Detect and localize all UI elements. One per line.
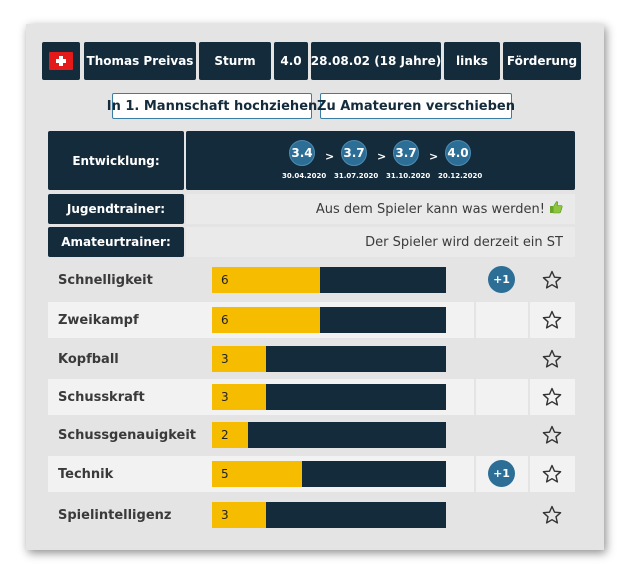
amateur-trainer-message-cell: Der Spieler wird derzeit ein ST — [186, 227, 575, 257]
development-date: 31.10.2020 — [386, 172, 431, 180]
thumbs-up-icon — [549, 200, 563, 218]
star-icon[interactable] — [542, 310, 562, 330]
player-status: Förderung — [503, 42, 581, 80]
skill-bar-fill — [212, 384, 266, 410]
skill-bar: 3 — [212, 384, 446, 410]
column-divider — [528, 456, 530, 492]
development-point: 4.0 20.12.2020 — [438, 140, 483, 180]
player-birthdate: 28.08.02 (18 Jahre) — [311, 42, 441, 80]
development-point: 3.7 31.10.2020 — [386, 140, 431, 180]
development-separator: > — [377, 150, 387, 163]
player-panel: Thomas Preivas Sturm 4.0 28.08.02 (18 Ja… — [26, 24, 604, 550]
skill-value: 3 — [221, 508, 229, 522]
skill-value: 3 — [221, 352, 229, 366]
skill-row: Kopfball 3 — [48, 341, 575, 377]
column-divider — [528, 262, 530, 298]
development-date: 20.12.2020 — [438, 172, 483, 180]
column-divider — [474, 302, 476, 338]
column-divider — [528, 302, 530, 338]
amateur-trainer-label: Amateurtrainer: — [48, 227, 184, 257]
development-value: 3.7 — [341, 140, 367, 166]
skill-value: 6 — [221, 313, 229, 327]
star-icon[interactable] — [542, 464, 562, 484]
skill-bar: 6 — [212, 307, 446, 333]
development-value: 4.0 — [445, 140, 471, 166]
skill-plus-badge[interactable]: +1 — [488, 266, 515, 293]
player-name: Thomas Preivas — [84, 42, 196, 80]
skill-name: Kopfball — [58, 351, 119, 367]
amateur-trainer-message: Der Spieler wird derzeit ein ST — [365, 234, 563, 250]
skill-value: 2 — [221, 428, 229, 442]
youth-trainer-message-cell: Aus dem Spieler kann was werden! — [186, 194, 575, 224]
column-divider — [474, 262, 476, 298]
skill-value: 6 — [221, 273, 229, 287]
player-position: Sturm — [199, 42, 271, 80]
column-divider — [528, 497, 530, 533]
development-point: 3.4 30.04.2020 — [282, 140, 327, 180]
column-divider — [528, 341, 530, 377]
development-date: 30.04.2020 — [282, 172, 327, 180]
development-value: 3.7 — [393, 140, 419, 166]
skill-bar: 2 — [212, 422, 446, 448]
skill-name: Schnelligkeit — [58, 272, 153, 288]
skill-bar-fill — [212, 461, 302, 487]
development-point: 3.7 31.07.2020 — [334, 140, 379, 180]
skill-value: 3 — [221, 390, 229, 404]
development-timeline: 3.4 30.04.2020 > 3.7 31.07.2020 > 3.7 31… — [186, 131, 575, 190]
promote-first-team-button[interactable]: In 1. Mannschaft hochziehen — [107, 93, 317, 119]
skill-row: Schnelligkeit 6 +1 — [48, 262, 575, 298]
column-divider — [474, 456, 476, 492]
skill-bar: 3 — [212, 346, 446, 372]
column-divider — [474, 379, 476, 415]
development-date: 31.07.2020 — [334, 172, 379, 180]
skill-plus-badge[interactable]: +1 — [488, 460, 515, 487]
nationality-cell — [42, 42, 80, 80]
switzerland-flag-icon — [49, 52, 73, 70]
column-divider — [474, 497, 476, 533]
skill-name: Schusskraft — [58, 389, 145, 405]
player-rating: 4.0 — [274, 42, 308, 80]
column-divider — [474, 341, 476, 377]
skill-row: Spielintelligenz 3 — [48, 497, 575, 533]
skill-bar-fill — [212, 502, 266, 528]
development-separator: > — [429, 150, 439, 163]
youth-trainer-label: Jugendtrainer: — [48, 194, 184, 224]
skill-name: Technik — [58, 466, 114, 482]
skill-bar-fill — [212, 307, 320, 333]
move-to-amateurs-button[interactable]: Zu Amateuren verschieben — [317, 93, 515, 119]
skill-bar-fill — [212, 346, 266, 372]
player-foot: links — [444, 42, 500, 80]
development-value: 3.4 — [289, 140, 315, 166]
development-label: Entwicklung: — [48, 131, 184, 190]
skill-bar: 5 — [212, 461, 446, 487]
skill-bar: 3 — [212, 502, 446, 528]
skill-row: Schussgenauigkeit 2 — [48, 417, 575, 453]
skill-row: Technik 5 +1 — [48, 456, 575, 492]
star-icon[interactable] — [542, 505, 562, 525]
star-icon[interactable] — [542, 270, 562, 290]
skill-row: Zweikampf 6 — [48, 302, 575, 338]
skill-bar-fill — [212, 267, 320, 293]
skill-row: Schusskraft 3 — [48, 379, 575, 415]
skill-name: Schussgenauigkeit — [58, 427, 197, 443]
skill-value: 5 — [221, 467, 229, 481]
star-icon[interactable] — [542, 349, 562, 369]
column-divider — [528, 379, 530, 415]
star-icon[interactable] — [542, 387, 562, 407]
youth-trainer-message: Aus dem Spieler kann was werden! — [315, 201, 545, 217]
development-separator: > — [325, 150, 335, 163]
skill-bar: 6 — [212, 267, 446, 293]
column-divider — [528, 417, 530, 453]
column-divider — [474, 417, 476, 453]
skill-name: Zweikampf — [58, 312, 139, 328]
star-icon[interactable] — [542, 425, 562, 445]
skill-bar-fill — [212, 422, 248, 448]
skill-name: Spielintelligenz — [58, 507, 172, 523]
